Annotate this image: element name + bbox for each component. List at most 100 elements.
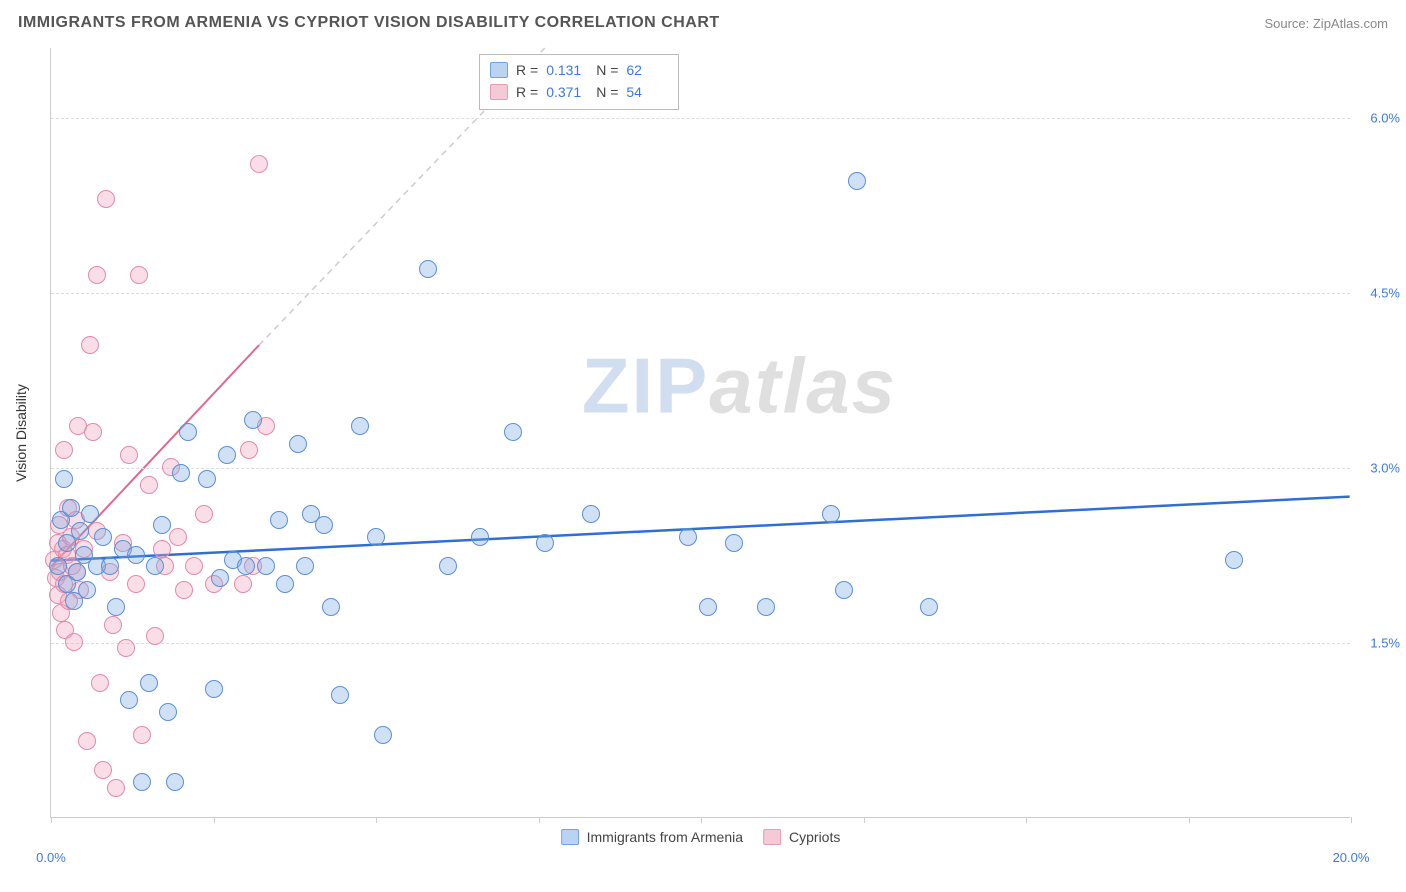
x-tick [1351, 817, 1352, 823]
point-armenia [71, 522, 89, 540]
point-armenia [140, 674, 158, 692]
point-armenia [504, 423, 522, 441]
x-tick [51, 817, 52, 823]
point-armenia [419, 260, 437, 278]
point-armenia [94, 528, 112, 546]
point-armenia [257, 557, 275, 575]
point-armenia [822, 505, 840, 523]
stats-row-armenia: R = 0.131 N = 62 [490, 59, 668, 81]
gridline [51, 643, 1350, 644]
watermark: ZIPatlas [582, 341, 897, 432]
point-cypriot [104, 616, 122, 634]
point-armenia [536, 534, 554, 552]
r-label: R = [516, 62, 538, 78]
y-tick-label: 6.0% [1355, 111, 1400, 126]
point-armenia [244, 411, 262, 429]
point-cypriot [94, 761, 112, 779]
point-armenia [367, 528, 385, 546]
point-armenia [315, 516, 333, 534]
point-armenia [153, 516, 171, 534]
stats-legend-box: R = 0.131 N = 62 R =0.371N =54 [479, 54, 679, 110]
point-armenia [1225, 551, 1243, 569]
point-armenia [146, 557, 164, 575]
point-armenia [835, 581, 853, 599]
stats-row-cypriot: R =0.371N =54 [490, 81, 668, 103]
point-armenia [289, 435, 307, 453]
point-armenia [322, 598, 340, 616]
legend-item-cypriot: Cypriots [763, 829, 840, 845]
point-cypriot [107, 779, 125, 797]
x-tick-label: 0.0% [36, 850, 66, 865]
x-tick [701, 817, 702, 823]
point-armenia [276, 575, 294, 593]
legend-label-armenia: Immigrants from Armenia [587, 829, 743, 845]
gridline [51, 118, 1350, 119]
point-armenia [198, 470, 216, 488]
r-value: 0.131 [546, 62, 588, 78]
point-armenia [582, 505, 600, 523]
point-cypriot [81, 336, 99, 354]
legend-item-armenia: Immigrants from Armenia [561, 829, 743, 845]
gridline [51, 468, 1350, 469]
gridline [51, 293, 1350, 294]
point-cypriot [97, 190, 115, 208]
point-cypriot [175, 581, 193, 599]
point-armenia [78, 581, 96, 599]
point-armenia [159, 703, 177, 721]
n-label: N = [596, 62, 618, 78]
point-armenia [101, 557, 119, 575]
point-armenia [296, 557, 314, 575]
point-armenia [270, 511, 288, 529]
x-tick [864, 817, 865, 823]
point-armenia [374, 726, 392, 744]
x-tick [1026, 817, 1027, 823]
point-armenia [62, 499, 80, 517]
y-axis-label: Vision Disability [13, 384, 29, 482]
point-cypriot [88, 266, 106, 284]
point-armenia [218, 446, 236, 464]
watermark-atlas: atlas [709, 342, 897, 430]
point-armenia [757, 598, 775, 616]
source-label: Source: ZipAtlas.com [1264, 16, 1388, 31]
point-armenia [471, 528, 489, 546]
point-armenia [120, 691, 138, 709]
point-cypriot [153, 540, 171, 558]
point-cypriot [234, 575, 252, 593]
legend-label-cypriot: Cypriots [789, 829, 840, 845]
point-armenia [107, 598, 125, 616]
point-cypriot [140, 476, 158, 494]
bottom-legend: Immigrants from Armenia Cypriots [561, 829, 841, 845]
point-cypriot [117, 639, 135, 657]
y-tick-label: 1.5% [1355, 636, 1400, 651]
x-tick [1189, 817, 1190, 823]
point-armenia [920, 598, 938, 616]
n-value: 54 [626, 84, 668, 100]
y-tick-label: 4.5% [1355, 286, 1400, 301]
point-cypriot [185, 557, 203, 575]
r-label: R = [516, 84, 538, 100]
point-armenia [699, 598, 717, 616]
point-cypriot [146, 627, 164, 645]
point-cypriot [130, 266, 148, 284]
swatch-cypriot [490, 84, 508, 100]
chart-title: IMMIGRANTS FROM ARMENIA VS CYPRIOT VISIO… [18, 14, 720, 32]
point-cypriot [91, 674, 109, 692]
point-armenia [205, 680, 223, 698]
point-armenia [439, 557, 457, 575]
point-armenia [49, 557, 67, 575]
point-armenia [166, 773, 184, 791]
point-cypriot [127, 575, 145, 593]
n-value: 62 [626, 62, 668, 78]
point-cypriot [240, 441, 258, 459]
x-tick [539, 817, 540, 823]
watermark-zip: ZIP [582, 342, 709, 430]
swatch-armenia [490, 62, 508, 78]
point-armenia [725, 534, 743, 552]
point-armenia [331, 686, 349, 704]
x-tick [376, 817, 377, 823]
point-cypriot [250, 155, 268, 173]
point-cypriot [120, 446, 138, 464]
point-armenia [55, 470, 73, 488]
point-cypriot [169, 528, 187, 546]
x-tick-label: 20.0% [1333, 850, 1370, 865]
